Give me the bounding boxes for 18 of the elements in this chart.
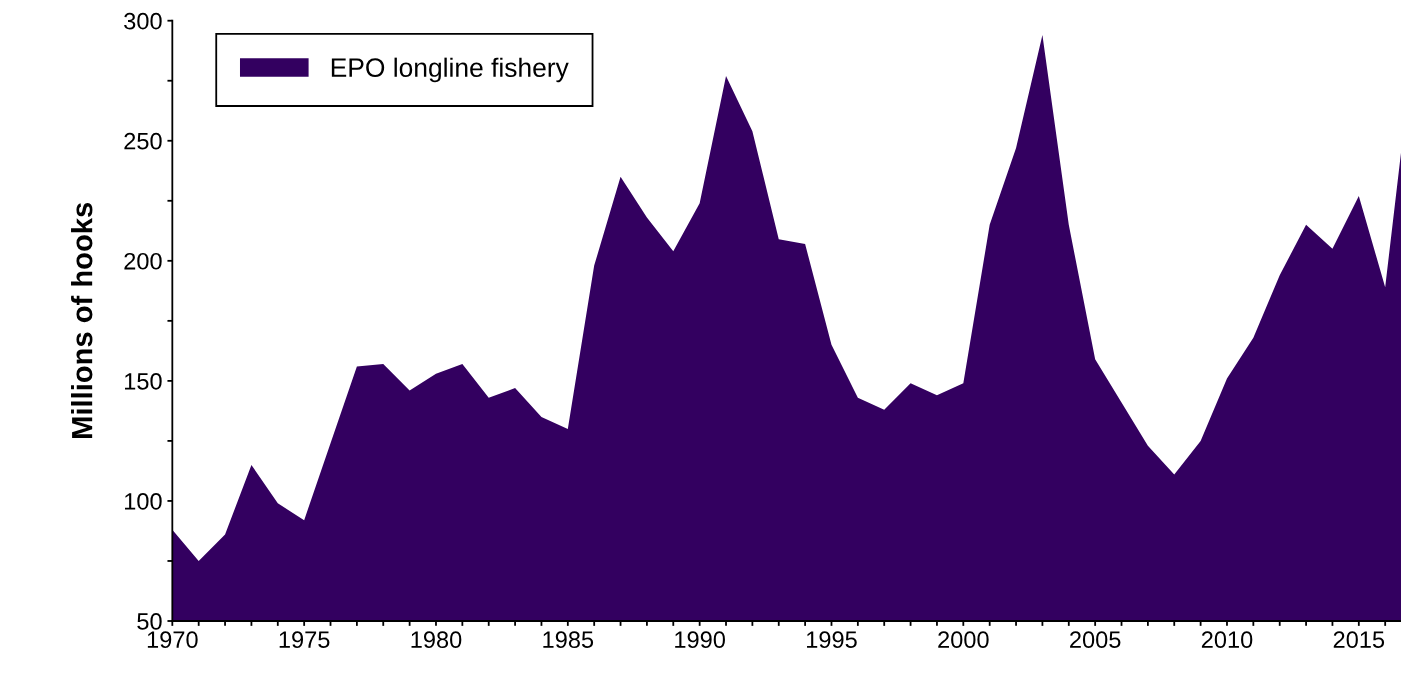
y-axis-title: Millions of hooks [71,202,93,438]
x-tick-label: 1970 [147,631,198,649]
y-tick-label: 50 [137,613,162,630]
x-tick-label: 1985 [543,631,594,649]
x-tick-label: 1975 [279,631,330,649]
y-tick-label: 250 [124,132,162,150]
x-tick-label: 1990 [675,631,725,649]
x-tick-label: 1980 [411,631,462,649]
y-tick-label: 300 [124,12,162,30]
legend-label: EPO longline fishery [331,57,569,83]
x-tick-label: 2010 [1201,631,1253,649]
x-tick-label: 2015 [1333,631,1385,649]
y-tick-label: 100 [125,493,162,510]
y-tick-label: 200 [124,252,162,270]
y-tick-label: 150 [125,372,162,390]
x-tick-label: 2005 [1070,631,1121,649]
x-tick-label: 1995 [807,631,857,649]
x-tick-label: 2000 [938,631,989,649]
